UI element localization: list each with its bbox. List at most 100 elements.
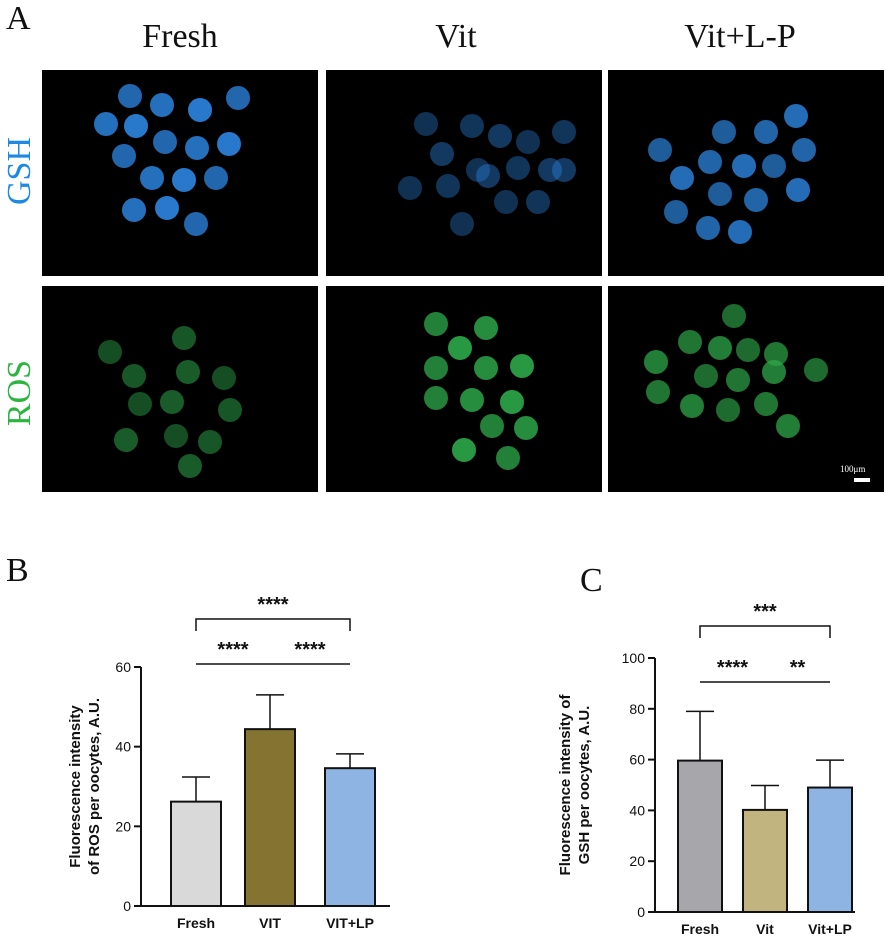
oocyte-blob (172, 168, 196, 192)
significance-label: **** (294, 639, 325, 661)
oocyte-blob (678, 330, 702, 354)
oocyte-blob (744, 188, 768, 212)
oocyte-blob (218, 398, 242, 422)
significance-label: **** (257, 594, 288, 616)
x-tick-label: VIT+LP (326, 915, 374, 931)
scale-bar-label: 100μm (840, 464, 866, 474)
oocyte-blob (184, 212, 208, 236)
oocyte-blob (510, 354, 534, 378)
scale-bar (854, 478, 870, 482)
oocyte-blob (176, 360, 200, 384)
micrograph-ros-vit-lp: 100μm (608, 286, 884, 492)
oocyte-blob (204, 166, 228, 190)
oocyte-blob (128, 392, 152, 416)
oocyte-blob (94, 112, 118, 136)
oocyte-blob (98, 340, 122, 364)
oocyte-blob (448, 336, 472, 360)
oocyte-blob (754, 120, 778, 144)
y-tick-label: 80 (629, 701, 645, 717)
significance-bracket (195, 618, 351, 631)
y-axis-label-line2: GSH per oocytes, A.U. (576, 706, 593, 865)
panel-c-letter: C (580, 562, 603, 599)
oocyte-blob (514, 416, 538, 440)
oocyte-blob (436, 174, 460, 198)
oocyte-blob (538, 158, 562, 182)
oocyte-blob (460, 388, 484, 412)
x-tick-label: VIT (259, 915, 281, 931)
bar (677, 759, 723, 913)
oocyte-blob (754, 392, 778, 416)
y-tick-label: 60 (629, 752, 645, 768)
y-axis-label-line1: Fluorescence intensity of (557, 694, 574, 876)
oocyte-blob (804, 358, 828, 382)
bar (244, 728, 296, 907)
significance-label: ** (790, 657, 806, 679)
oocyte-blob (526, 190, 550, 214)
oocyte-blob (792, 138, 816, 162)
column-label-fresh: Fresh (142, 18, 218, 55)
oocyte-blob (118, 84, 142, 108)
bar (170, 800, 222, 908)
oocyte-blob (140, 166, 164, 190)
row-label-ros: ROS (1, 359, 38, 427)
oocyte-blob (198, 430, 222, 454)
bar (324, 767, 376, 907)
oocyte-blob (185, 136, 209, 160)
oocyte-blob (722, 304, 746, 328)
oocyte-blob (716, 398, 740, 422)
oocyte-blob (708, 182, 732, 206)
oocyte-blob (726, 368, 750, 392)
oocyte-blob (708, 336, 732, 360)
oocyte-blob (226, 86, 250, 110)
y-tick-label: 20 (115, 818, 131, 834)
oocyte-blob (762, 360, 786, 384)
micrograph-gsh-vit-lp (608, 70, 884, 276)
panel-a-letter: A (6, 0, 31, 37)
oocyte-blob (217, 132, 241, 156)
oocyte-blob (488, 124, 512, 148)
y-axis-label-line2: of ROS per oocytes, A.U. (86, 698, 103, 875)
oocyte-blob (160, 390, 184, 414)
oocyte-blob (664, 200, 688, 224)
oocyte-blob (212, 366, 236, 390)
oocyte-blob (430, 142, 454, 166)
oocyte-blob (496, 446, 520, 470)
oocyte-blob (494, 190, 518, 214)
bar (807, 786, 853, 913)
significance-bracket (699, 625, 831, 638)
oocyte-blob (784, 104, 808, 128)
oocyte-blob (188, 98, 212, 122)
oocyte-blob (450, 212, 474, 236)
micrograph-gsh-vit (326, 70, 602, 276)
oocyte-blob (466, 158, 490, 182)
significance-label: **** (717, 657, 748, 679)
oocyte-blob (164, 424, 188, 448)
oocyte-blob (153, 130, 177, 154)
ros-bar-chart: 0 20 40 60 Fresh VIT VIT+LP **** **** **** Fluores… (67, 594, 390, 931)
oocyte-blob (644, 350, 668, 374)
oocyte-blob (124, 114, 148, 138)
oocyte-blob (696, 216, 720, 240)
y-axis-label: Fluorescence intensity of ROS per oocytes… (67, 698, 103, 875)
oocyte-blob (736, 338, 760, 362)
y-tick-label: 0 (637, 904, 645, 920)
oocyte-blob (728, 220, 752, 244)
oocyte-blob (150, 93, 174, 117)
oocyte-blob (155, 196, 179, 220)
row-label-gsh: GSH (1, 136, 38, 206)
oocyte-blob (648, 138, 672, 162)
oocyte-blob (398, 176, 422, 200)
oocyte-blob (424, 386, 448, 410)
oocyte-blob (424, 312, 448, 336)
x-tick-label: Vit (756, 921, 774, 937)
oocyte-blob (776, 414, 800, 438)
oocyte-blob (680, 394, 704, 418)
y-axis-label-line1: Fluorescence intensity (67, 705, 84, 868)
micrograph-gsh-fresh (42, 70, 318, 276)
y-tick-label: 100 (622, 650, 646, 666)
bar (742, 808, 788, 913)
oocyte-blob (646, 380, 670, 404)
column-label-vit: Vit (435, 18, 477, 55)
x-tick-label: Fresh (177, 915, 215, 931)
